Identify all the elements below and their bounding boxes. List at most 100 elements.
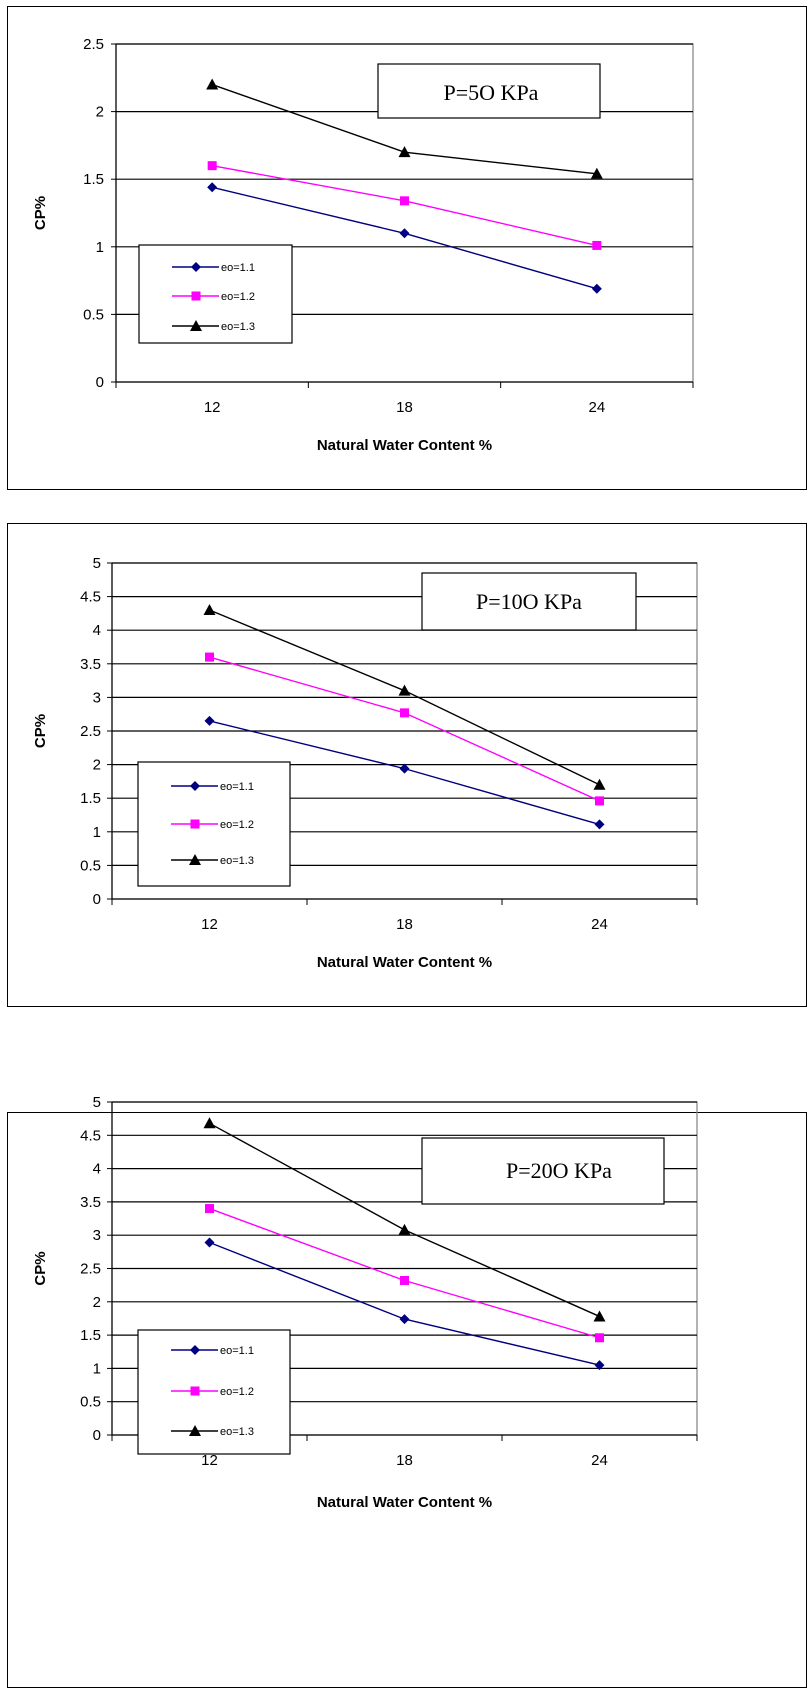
y-axis-title: CP% xyxy=(32,714,49,748)
data-point-2-1 xyxy=(205,652,214,662)
legend-label-2: eo=1.2 xyxy=(220,819,254,831)
legend-label-1: eo=1.1 xyxy=(220,1345,254,1357)
x-tick-label: 18 xyxy=(396,1452,413,1469)
chart-3: 0 0.5 1 1.5 2 2.5 3 3.5 4 4.5 5 12 18 24 Natural Water… xyxy=(32,1094,698,1511)
data-point-1-3 xyxy=(594,819,605,830)
y-tick-label: 1.5 xyxy=(83,171,104,188)
legend-label-1: eo=1.1 xyxy=(221,262,255,274)
annotation-box xyxy=(421,1137,665,1205)
annotation-text: P=10O KPa xyxy=(476,589,582,614)
data-point-1-1 xyxy=(204,1237,215,1248)
data-point-1-3 xyxy=(591,283,602,294)
y-axis-title: CP% xyxy=(32,1251,49,1285)
y-tick-label: 2 xyxy=(93,757,101,774)
x-tick-label: 12 xyxy=(201,1452,218,1469)
y-tick-label: 3 xyxy=(93,689,101,706)
data-point-2-1 xyxy=(205,1204,214,1214)
annotation-box xyxy=(377,63,601,119)
data-point-3-1 xyxy=(203,1117,216,1129)
x-axis-title: Natural Water Content % xyxy=(317,1494,492,1511)
legend-marker-1 xyxy=(190,781,200,791)
x-tick-label: 12 xyxy=(201,916,218,933)
y-tick-label: 2 xyxy=(96,104,104,121)
data-point-3-2 xyxy=(398,1223,411,1235)
y-tick-label: 2.5 xyxy=(80,723,101,740)
y-tick-label: 1.5 xyxy=(80,1327,101,1344)
y-tick-label: 2 xyxy=(93,1294,101,1311)
annotation-text: P=20O KPa xyxy=(506,1158,612,1183)
y-tick-label: 4 xyxy=(93,622,101,639)
y-tick-label: 2.5 xyxy=(80,1261,101,1278)
legend-label-3: eo=1.3 xyxy=(220,1426,254,1438)
data-point-3-3 xyxy=(593,778,606,790)
y-tick-label: 1 xyxy=(93,1360,101,1377)
annotation-box xyxy=(421,572,637,631)
x-tick-label: 18 xyxy=(396,399,413,416)
data-point-1-2 xyxy=(399,1314,410,1325)
data-point-3-2 xyxy=(398,146,411,158)
data-point-2-2 xyxy=(400,1275,409,1285)
data-point-3-2 xyxy=(398,684,411,696)
annotation-text: P=5O KPa xyxy=(444,80,539,105)
legend-marker-2 xyxy=(190,819,200,829)
y-tick-label: 2.5 xyxy=(83,36,104,53)
y-tick-label: 3 xyxy=(93,1227,101,1244)
y-tick-label: 3.5 xyxy=(80,656,101,673)
legend-label-2: eo=1.2 xyxy=(221,291,255,303)
legend-label-3: eo=1.3 xyxy=(220,855,254,867)
y-tick-label: 1 xyxy=(93,824,101,841)
legend-label-2: eo=1.2 xyxy=(220,1386,254,1398)
x-tick-label: 24 xyxy=(588,399,605,416)
data-point-2-3 xyxy=(592,240,602,250)
data-point-2-1 xyxy=(207,161,217,171)
legend-marker-1 xyxy=(190,1345,200,1355)
data-point-3-3 xyxy=(593,1310,606,1322)
y-tick-label: 0 xyxy=(96,374,104,391)
y-tick-label: 1 xyxy=(96,239,104,256)
legend-box xyxy=(137,1329,291,1455)
data-point-3-1 xyxy=(206,78,219,90)
y-tick-label: 0.5 xyxy=(80,857,101,874)
data-point-2-2 xyxy=(400,196,409,206)
y-tick-label: 1.5 xyxy=(80,790,101,807)
data-point-2-2 xyxy=(400,708,409,718)
legend-marker-2 xyxy=(190,1386,200,1396)
x-tick-label: 12 xyxy=(204,399,221,416)
x-tick-label: 24 xyxy=(591,916,608,933)
legend-marker-1 xyxy=(191,262,201,272)
legend-marker-2 xyxy=(191,291,201,301)
data-point-1-1 xyxy=(207,182,218,193)
y-tick-label: 5 xyxy=(93,1094,101,1111)
legend-marker-3 xyxy=(189,1425,201,1436)
data-point-1-2 xyxy=(399,763,410,774)
data-point-1-1 xyxy=(204,715,215,726)
legend-label-3: eo=1.3 xyxy=(221,321,255,333)
legend-box xyxy=(138,244,293,344)
y-tick-label: 0 xyxy=(93,1427,101,1444)
y-tick-label: 0.5 xyxy=(83,306,104,323)
y-tick-label: 0.5 xyxy=(80,1394,101,1411)
x-axis-title: Natural Water Content % xyxy=(317,437,492,454)
legend-label-1: eo=1.1 xyxy=(220,781,254,793)
x-axis-title: Natural Water Content % xyxy=(317,954,492,971)
y-tick-label: 5 xyxy=(93,555,101,572)
data-point-2-3 xyxy=(595,796,604,806)
data-point-3-1 xyxy=(203,604,216,616)
y-tick-label: 3.5 xyxy=(80,1194,101,1211)
chart-2: 0 0.5 1 1.5 2 2.5 3 3.5 4 4.5 5 12 18 24 Natural Water… xyxy=(32,555,698,971)
data-point-1-2 xyxy=(399,228,410,239)
y-tick-label: 4.5 xyxy=(80,589,101,606)
y-tick-label: 4.5 xyxy=(80,1127,101,1144)
data-point-2-3 xyxy=(595,1333,604,1343)
x-tick-label: 24 xyxy=(591,1452,608,1469)
x-tick-label: 18 xyxy=(396,916,413,933)
chart-1: 0 0.5 1 1.5 2 2.5 12 18 24 Natural Water Content … xyxy=(32,36,694,454)
data-point-3-3 xyxy=(590,167,603,179)
legend-marker-3 xyxy=(190,320,202,331)
y-tick-label: 4 xyxy=(93,1161,101,1178)
legend-marker-3 xyxy=(189,854,201,865)
data-point-1-3 xyxy=(594,1360,605,1371)
y-tick-label: 0 xyxy=(93,891,101,908)
y-axis-title: CP% xyxy=(32,196,49,230)
